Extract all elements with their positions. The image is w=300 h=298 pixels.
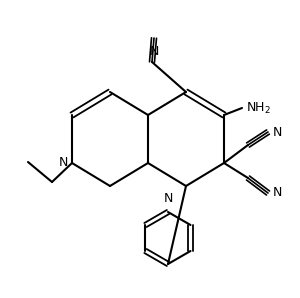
Text: N: N — [149, 45, 159, 58]
Text: N: N — [273, 187, 282, 199]
Text: N: N — [163, 192, 173, 205]
Text: N: N — [273, 125, 282, 139]
Text: NH$_2$: NH$_2$ — [246, 100, 271, 116]
Text: N: N — [58, 156, 68, 170]
